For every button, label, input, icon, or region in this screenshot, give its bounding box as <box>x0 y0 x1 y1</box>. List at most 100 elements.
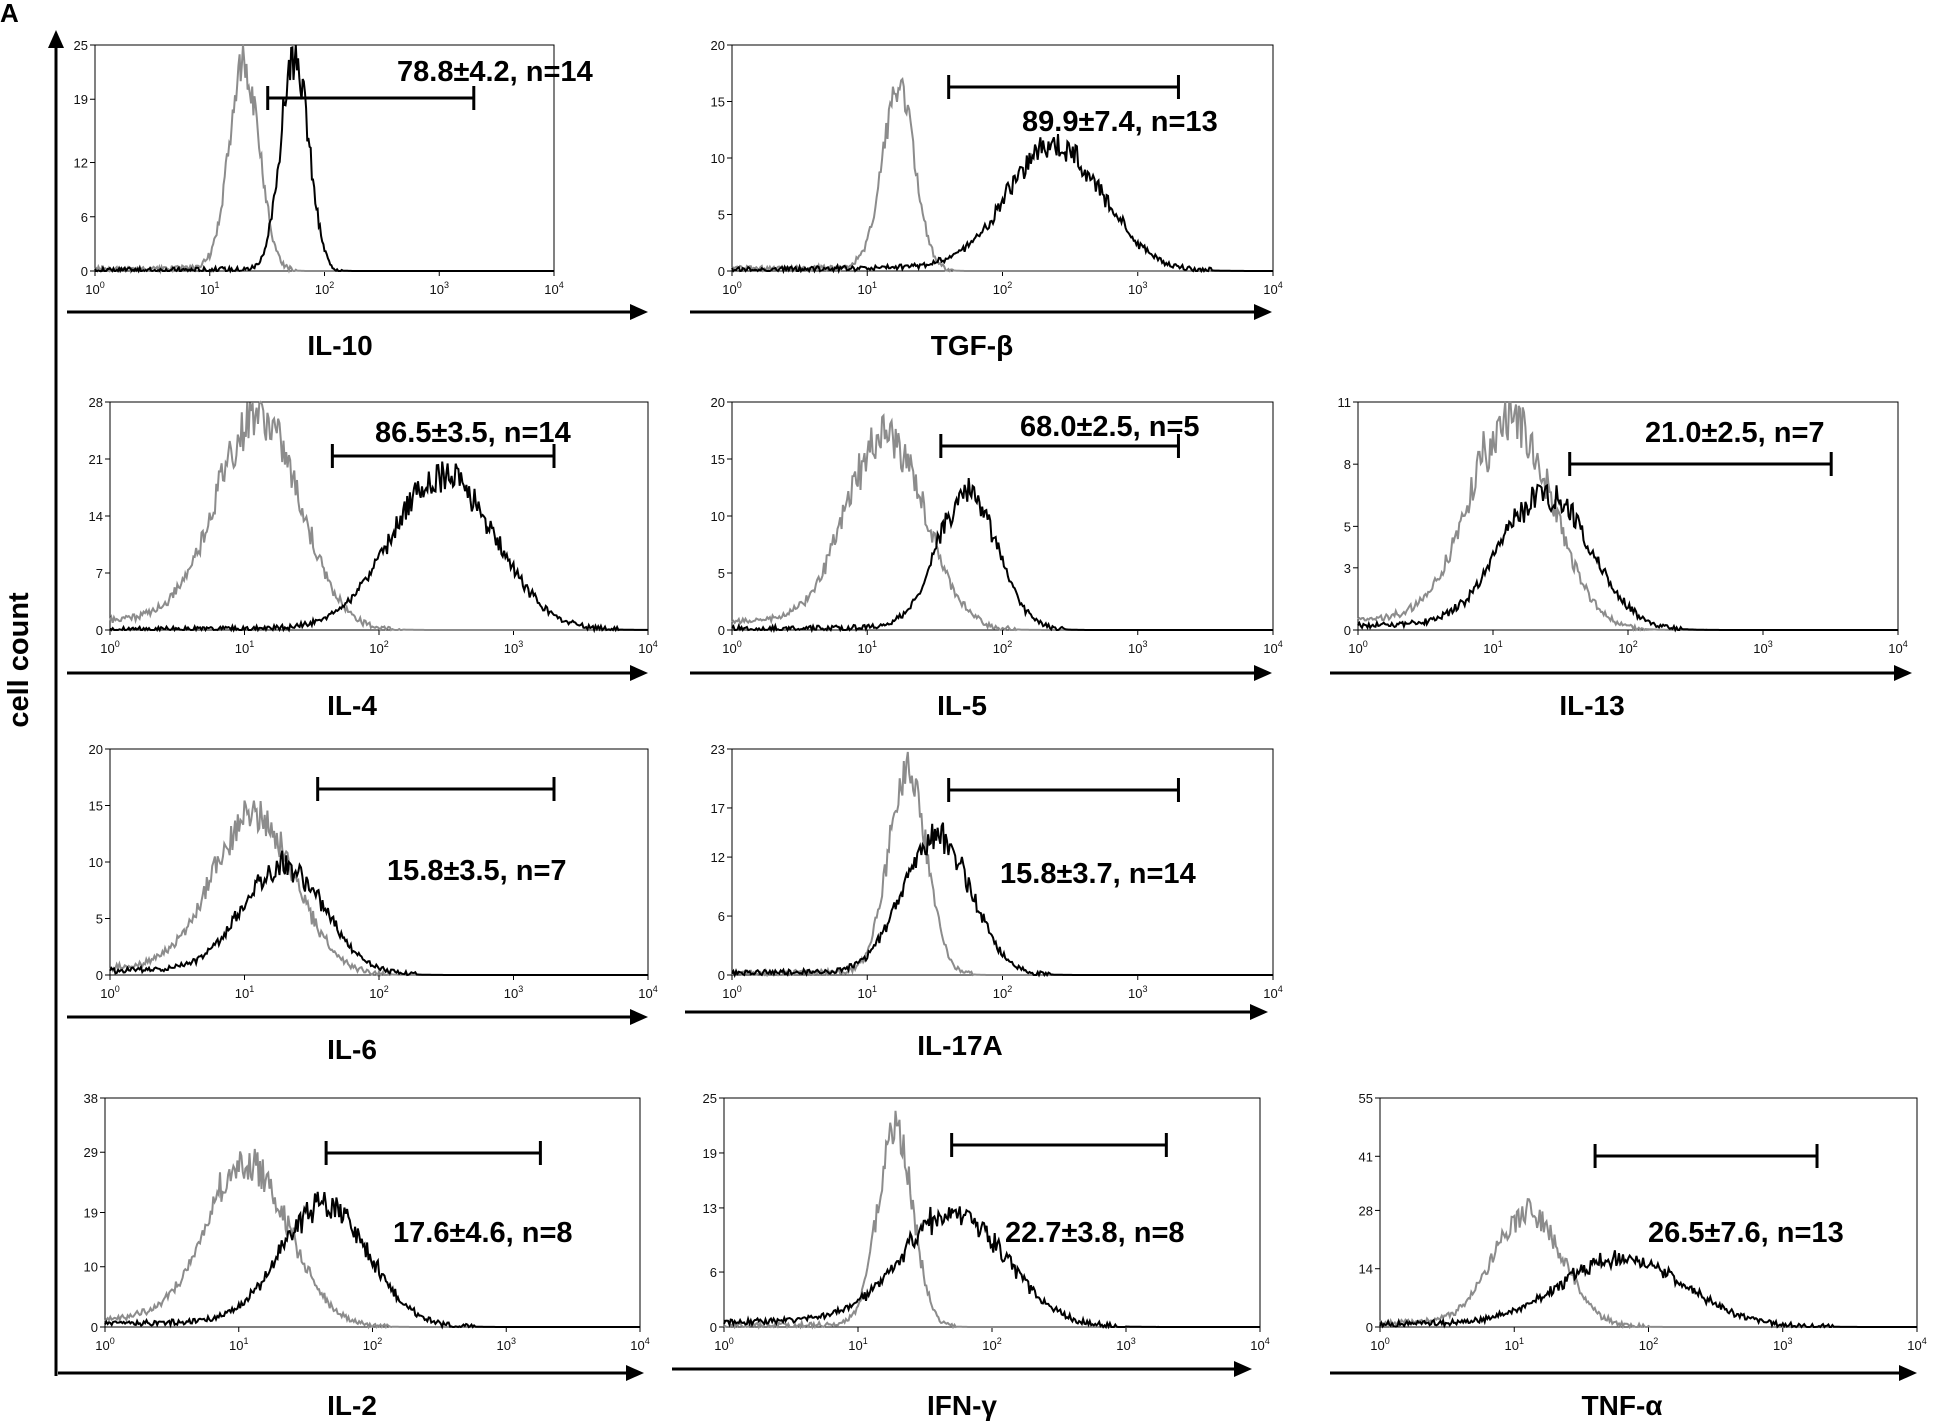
y-tick-label: 0 <box>1366 1320 1373 1335</box>
y-tick-label: 20 <box>711 38 725 53</box>
cytokine-label: IFN-γ <box>927 1390 997 1421</box>
x-tick-label: 102 <box>982 1336 1001 1353</box>
x-axis-arrowhead <box>630 304 648 320</box>
x-tick-label: 104 <box>638 984 657 1001</box>
control-histogram-line <box>731 76 1273 274</box>
gate-percentage-annotation: 17.6±4.6, n=8 <box>393 1217 573 1249</box>
x-tick-label: 100 <box>714 1336 733 1353</box>
plot-frame <box>1379 1097 1918 1328</box>
histogram-panel: 0 6 13 19 25 100 101 102 103 104 22.7±3.8, n=8 IFN-… <box>672 1091 1270 1421</box>
x-tick-label: 101 <box>1505 1336 1524 1353</box>
gate-percentage-annotation: 22.7±3.8, n=8 <box>1005 1217 1185 1249</box>
x-tick-label: 103 <box>1128 984 1147 1001</box>
y-tick-label: 17 <box>711 801 725 816</box>
x-tick-label: 104 <box>1263 639 1282 656</box>
y-tick-label: 19 <box>74 92 88 107</box>
plot-frame <box>723 1097 1261 1328</box>
cytokine-label: IL-5 <box>937 690 987 721</box>
y-tick-label: 13 <box>703 1201 717 1216</box>
x-tick-label: 100 <box>95 1336 114 1353</box>
control-histogram-line <box>1379 1197 1917 1330</box>
cytokine-label: IL-10 <box>307 330 372 361</box>
y-axis-label: cell count <box>3 592 35 728</box>
x-tick-label: 102 <box>369 984 388 1001</box>
y-tick-label: 5 <box>96 912 103 927</box>
y-tick-label: 14 <box>89 509 103 524</box>
x-tick-label: 103 <box>497 1336 516 1353</box>
stained-histogram-line <box>104 1191 640 1330</box>
y-tick-label: 0 <box>96 623 103 638</box>
x-tick-label: 103 <box>1773 1336 1792 1353</box>
histogram-panel: 0 6 12 19 25 100 101 102 103 104 78.8±4.2, n=14 IL-… <box>67 38 648 361</box>
cytokine-label: IL-6 <box>327 1034 377 1065</box>
y-tick-label: 20 <box>711 395 725 410</box>
x-tick-label: 100 <box>1370 1336 1389 1353</box>
x-tick-label: 100 <box>100 639 119 656</box>
x-tick-label: 104 <box>630 1336 649 1353</box>
x-tick-label: 100 <box>722 639 741 656</box>
y-tick-label: 5 <box>1344 519 1351 534</box>
y-tick-label: 10 <box>89 855 103 870</box>
y-tick-label: 38 <box>84 1091 98 1106</box>
x-tick-label: 104 <box>1263 984 1282 1001</box>
gate-percentage-annotation: 89.9±7.4, n=13 <box>1022 106 1218 138</box>
gate-percentage-annotation: 26.5±7.6, n=13 <box>1648 1217 1844 1249</box>
x-tick-label: 102 <box>369 639 388 656</box>
y-tick-label: 10 <box>711 151 725 166</box>
y-tick-label: 20 <box>89 742 103 757</box>
stained-histogram-line <box>731 822 1273 979</box>
y-tick-label: 0 <box>718 623 725 638</box>
x-tick-label: 100 <box>85 280 104 297</box>
y-tick-label: 41 <box>1359 1149 1373 1164</box>
control-histogram-line <box>731 413 1273 632</box>
y-tick-label: 10 <box>711 509 725 524</box>
y-tick-label: 11 <box>1338 395 1352 410</box>
gate-percentage-annotation: 15.8±3.7, n=14 <box>1000 858 1196 890</box>
x-axis-arrowhead <box>1894 665 1912 681</box>
stained-histogram-line <box>1379 1250 1917 1329</box>
y-tick-label: 0 <box>718 264 725 279</box>
histogram-panel: 0 7 14 21 28 100 101 102 103 104 86.5±3.5, n=14 IL-… <box>67 395 658 721</box>
control-histogram-line <box>109 400 648 632</box>
y-tick-label: 7 <box>96 566 103 581</box>
gate-percentage-annotation: 86.5±3.5, n=14 <box>375 417 571 449</box>
histogram-panel: 0 14 28 41 55 100 101 102 103 104 26.5±7.6, n=13 TN… <box>1330 1091 1927 1421</box>
gate-percentage-annotation: 21.0±2.5, n=7 <box>1645 417 1825 449</box>
y-tick-label: 25 <box>74 38 88 53</box>
stained-histogram-line <box>109 461 649 634</box>
y-tick-label: 5 <box>718 208 725 223</box>
x-tick-label: 102 <box>993 984 1012 1001</box>
x-tick-label: 102 <box>1618 639 1637 656</box>
x-tick-label: 101 <box>235 639 254 656</box>
cytokine-label: TGF-β <box>931 330 1013 361</box>
stained-histogram-line <box>723 1206 1260 1330</box>
histogram-panel: 0 6 12 17 23 100 101 102 103 104 15.8±3.7, n=14 IL-… <box>685 742 1283 1061</box>
y-tick-label: 10 <box>84 1260 98 1275</box>
y-tick-label: 23 <box>711 742 725 757</box>
y-tick-label: 0 <box>710 1320 717 1335</box>
gate-percentage-annotation: 68.0±2.5, n=5 <box>1020 411 1200 443</box>
x-tick-label: 102 <box>993 280 1012 297</box>
y-tick-label: 15 <box>89 799 103 814</box>
stained-histogram-line <box>1357 483 1898 633</box>
x-tick-label: 103 <box>430 280 449 297</box>
y-tick-label: 55 <box>1359 1091 1373 1106</box>
y-tick-label: 21 <box>89 452 103 467</box>
y-tick-label: 14 <box>1359 1262 1373 1277</box>
x-tick-label: 101 <box>200 280 219 297</box>
cytokine-label: IL-2 <box>327 1390 377 1421</box>
y-tick-label: 8 <box>1344 457 1351 472</box>
y-tick-label: 6 <box>81 210 88 225</box>
x-tick-label: 104 <box>1888 639 1907 656</box>
histogram-panel: 0 5 10 15 20 100 101 102 103 104 15.8±3.5, n=7 IL-6 <box>67 742 658 1065</box>
x-tick-label: 103 <box>504 639 523 656</box>
y-tick-label: 6 <box>718 909 725 924</box>
cytokine-label: IL-13 <box>1559 690 1624 721</box>
x-axis-arrowhead <box>626 1365 644 1381</box>
cytokine-label: TNF-α <box>1582 1390 1663 1421</box>
y-tick-label: 0 <box>91 1320 98 1335</box>
x-axis-arrowhead <box>1899 1365 1917 1381</box>
x-tick-label: 101 <box>229 1336 248 1353</box>
gate-percentage-annotation: 15.8±3.5, n=7 <box>387 855 567 887</box>
